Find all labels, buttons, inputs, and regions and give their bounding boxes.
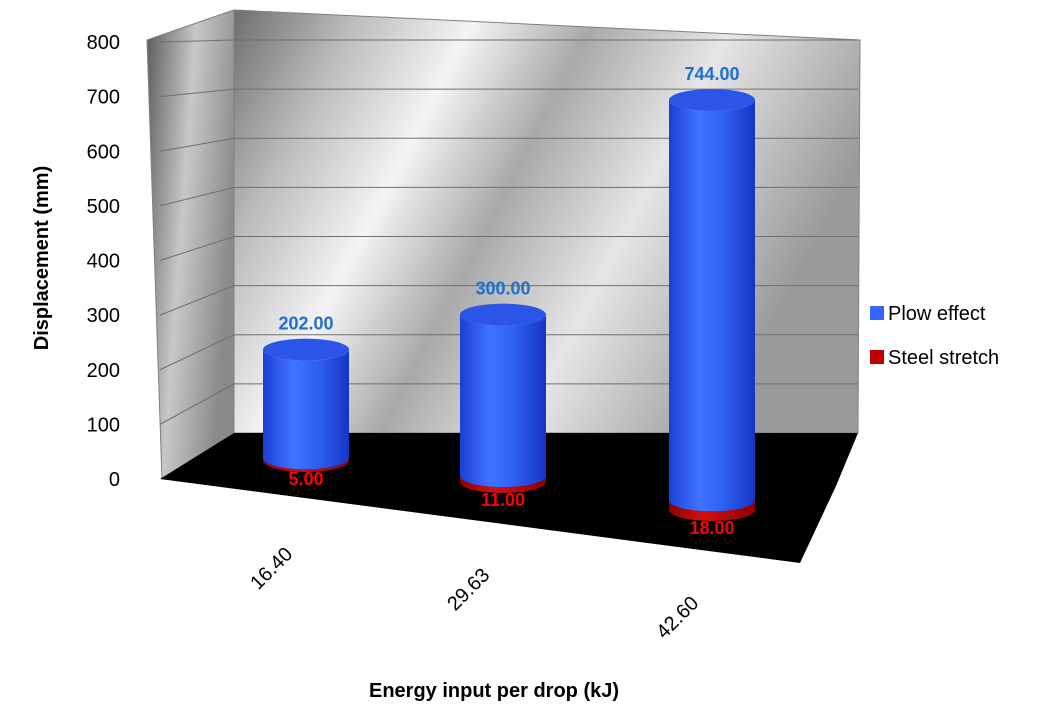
y-axis-title: Displacement (mm)	[31, 166, 53, 351]
x-axis-ticks: 16.40 29.63 42.60	[246, 543, 703, 643]
y-tick-label: 100	[87, 414, 120, 436]
y-tick-label: 700	[87, 87, 120, 109]
gridline-side	[159, 88, 235, 98]
x-tick-label: 16.40	[246, 543, 297, 594]
y-tick-label: 0	[109, 469, 120, 491]
data-label-steel-stretch: 18.00	[689, 518, 734, 538]
legend-label-steel-stretch: Steel stretch	[888, 347, 999, 369]
y-tick-label: 800	[87, 32, 120, 54]
gridline-side	[159, 137, 235, 152]
bar-plow-effect-top	[263, 338, 349, 361]
bar-plow-effect	[460, 314, 546, 488]
data-label-plow-effect: 202.00	[278, 314, 333, 334]
y-tick-label: 600	[87, 141, 120, 163]
bar-plow-effect	[669, 100, 755, 512]
y-tick-label: 400	[87, 251, 120, 273]
x-tick-label: 29.63	[443, 564, 494, 615]
gridline-side	[159, 383, 235, 425]
data-label-plow-effect: 744.00	[684, 64, 739, 84]
data-label-steel-stretch: 5.00	[288, 469, 323, 489]
bar-plow-effect	[263, 349, 349, 470]
bar-plow-effect-top	[669, 89, 755, 112]
gridline-side	[159, 39, 235, 43]
gridline-side	[159, 285, 235, 316]
bar-steel-stretch	[263, 458, 349, 472]
bar-steel-stretch	[669, 500, 755, 521]
y-tick-label: 500	[87, 196, 120, 218]
legend-label-plow-effect: Plow effect	[888, 303, 986, 325]
side-wall	[146, 9, 235, 480]
bars: 202.00 5.00 300.00 11.00 744.00 18.00	[263, 64, 755, 538]
x-axis-title: Energy input per drop (kJ)	[369, 680, 619, 702]
legend: Plow effect Steel stretch	[870, 303, 999, 369]
gridline-side	[159, 186, 235, 207]
data-label-steel-stretch: 11.00	[481, 490, 525, 510]
gridline-side	[159, 334, 235, 371]
legend-swatch-steel-stretch	[870, 350, 884, 364]
y-tick-label: 300	[87, 305, 120, 327]
gridline-side	[159, 236, 235, 261]
bar-steel-stretch	[460, 476, 546, 493]
y-tick-label: 200	[87, 360, 120, 382]
legend-swatch-plow-effect	[870, 306, 884, 320]
bar-plow-effect-top	[460, 303, 546, 326]
data-label-plow-effect: 300.00	[475, 279, 530, 299]
y-axis-ticks: 0 100 200 300 400 500 600 700 800	[87, 32, 120, 491]
x-tick-label: 42.60	[652, 592, 703, 643]
